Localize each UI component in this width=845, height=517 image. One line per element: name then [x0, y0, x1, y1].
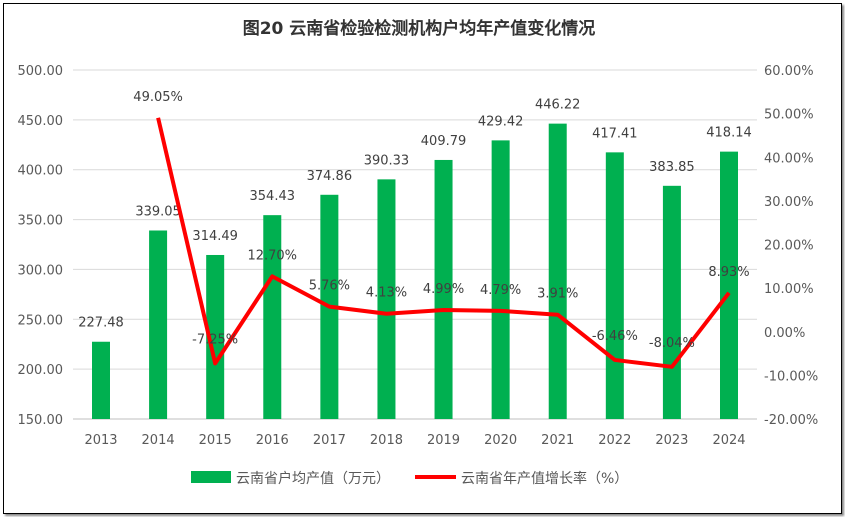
legend-line-label: 云南省年产值增长率（%）	[461, 470, 628, 487]
bar	[206, 254, 225, 419]
chart-frame: 图20 云南省检验检测机构户均年产值变化情况 150.00 200.00 250.00…	[3, 3, 842, 514]
left-axis-tick: 250.00	[18, 313, 64, 328]
x-axis-tick: 2013	[84, 433, 117, 448]
bar-data-label: 429.42	[478, 114, 524, 129]
x-axis-tick: 2019	[427, 433, 460, 448]
right-axis-tick: 20.00%	[764, 239, 814, 254]
bar-data-label: 418.14	[706, 126, 752, 141]
x-axis-tick: 2014	[142, 433, 175, 448]
bar-data-label: 390.33	[364, 153, 410, 168]
right-axis-tick: 60.00%	[764, 64, 814, 79]
left-axis-tick: 350.00	[18, 214, 64, 229]
bar	[662, 185, 681, 419]
x-axis-tick: 2022	[598, 433, 631, 448]
bar-data-label: 374.86	[307, 169, 353, 184]
right-axis-tick: 0.00%	[764, 326, 805, 341]
bar-data-label: 409.79	[421, 134, 467, 149]
bar	[149, 230, 168, 419]
right-axis-tick: 10.00%	[764, 282, 814, 297]
x-axis-tick: 2018	[370, 433, 403, 448]
x-axis-tick: 2016	[256, 433, 289, 448]
right-axis-tick: 40.00%	[764, 151, 814, 166]
x-axis-tick: 2023	[655, 433, 688, 448]
x-axis-tick: 2024	[712, 433, 745, 448]
bar	[377, 179, 396, 419]
line-data-label: 12.70%	[247, 248, 297, 263]
left-axis-tick: 500.00	[18, 64, 64, 79]
left-axis-tick: 150.00	[18, 413, 64, 428]
bar-data-label: 383.85	[649, 160, 695, 175]
x-axis-tick: 2017	[313, 433, 346, 448]
left-axis-tick: 450.00	[18, 114, 64, 129]
line-data-label: -7.25%	[192, 332, 238, 347]
line-data-label: -8.04%	[649, 336, 695, 351]
line-data-label: -6.46%	[592, 329, 638, 344]
bar-data-label: 227.48	[78, 316, 124, 331]
line-data-label: 8.93%	[708, 265, 749, 280]
left-axis-tick: 300.00	[18, 263, 64, 278]
right-axis-tick: -20.00%	[764, 413, 818, 428]
combo-chart: 图20 云南省检验检测机构户均年产值变化情况 150.00 200.00 250.00…	[18, 18, 819, 487]
bar	[605, 152, 624, 419]
x-axis-tick: 2020	[484, 433, 517, 448]
left-axis-tick: 200.00	[18, 363, 64, 378]
line-data-label: 5.76%	[309, 279, 350, 294]
line-data-label: 3.91%	[537, 287, 578, 302]
legend-bar-swatch	[191, 471, 231, 483]
bar	[548, 123, 567, 419]
left-axis-tick: 400.00	[18, 164, 64, 179]
line-data-label: 4.13%	[366, 286, 407, 301]
chart-title: 图20 云南省检验检测机构户均年产值变化情况	[243, 18, 596, 39]
line-data-label: 4.79%	[480, 283, 521, 298]
bar-data-label: 417.41	[592, 126, 638, 141]
legend-bar-label: 云南省户均产值（万元）	[236, 470, 390, 487]
right-axis-tick: -10.00%	[764, 369, 818, 384]
x-axis-tick: 2015	[199, 433, 232, 448]
bar	[491, 140, 510, 419]
bar-data-label: 446.22	[535, 98, 581, 113]
bar-data-label: 339.05	[135, 204, 181, 219]
bar	[92, 341, 110, 419]
bar-data-label: 314.49	[192, 229, 238, 244]
bar	[720, 151, 738, 420]
bar	[434, 159, 453, 419]
right-axis-tick: 30.00%	[764, 195, 814, 210]
x-axis-tick: 2021	[541, 433, 574, 448]
line-data-label: 4.99%	[423, 282, 464, 297]
right-axis-tick: 50.00%	[764, 108, 814, 123]
bar-data-label: 354.43	[250, 189, 296, 204]
bar	[263, 215, 282, 419]
growth-line	[156, 117, 731, 369]
line-data-label: 49.05%	[133, 90, 183, 105]
